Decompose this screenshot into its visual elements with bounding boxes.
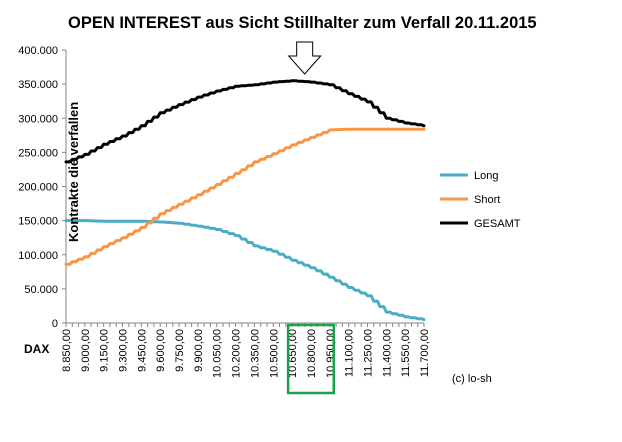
series-line-short [64, 127, 426, 266]
y-tick-label: 0 [52, 318, 58, 330]
x-tick-label: 11.100,00 [344, 329, 356, 377]
legend-label-gesamt: GESAMT [474, 218, 521, 230]
x-axis-label: DAX [24, 342, 49, 356]
x-tick-label: 9.450,00 [136, 329, 148, 372]
x-tick-label: 10.500,00 [268, 329, 280, 378]
x-tick-label: 10.350,00 [249, 329, 261, 378]
x-tick-label: 9.750,00 [174, 329, 186, 372]
x-tick-label: 10.800,00 [306, 329, 318, 378]
x-tick-label: 9.900,00 [193, 329, 205, 372]
x-tick-label: 9.000,00 [80, 329, 92, 372]
legend: Long Short GESAMT [440, 170, 521, 230]
x-tick-label: 10.200,00 [231, 329, 243, 378]
x-tick-label: 11.550,00 [400, 329, 412, 377]
y-tick-label: 350.000 [18, 79, 58, 91]
down-arrow-icon [287, 41, 322, 75]
x-tick-label: 8.850,00 [61, 329, 73, 372]
y-tick-label: 200.000 [18, 182, 58, 194]
x-axis: 8.850,00 9.000,00 9.150,00 9.300,00 9.450,00… [61, 322, 431, 378]
y-axis: 0 50.000 100.000 150.000 200.000 250.000 300.0… [18, 45, 67, 330]
x-tick-label: 9.600,00 [155, 329, 167, 372]
credit-text: (c) lo-sh [452, 373, 492, 385]
series-layer [64, 79, 426, 322]
x-tick-label: 10.050,00 [212, 329, 224, 378]
x-tick-label: 11.700,00 [419, 329, 431, 377]
y-tick-label: 400.000 [18, 45, 58, 57]
chart-title: OPEN INTEREST aus Sicht Stillhalter zum … [68, 14, 537, 32]
legend-label-short: Short [474, 194, 500, 206]
highlight-layer [286, 323, 336, 395]
y-axis-label: Kontrakte die verfallen [66, 102, 81, 242]
x-tick-label: 9.150,00 [99, 329, 111, 372]
series-line-long [64, 219, 426, 322]
series-line-gesamt [64, 79, 426, 164]
x-tick-label: 9.300,00 [118, 329, 130, 372]
y-tick-label: 100.000 [18, 250, 58, 262]
x-tick-label: 10.650,00 [287, 329, 299, 378]
y-tick-label: 250.000 [18, 147, 58, 159]
x-tick-label: 11.250,00 [362, 329, 374, 377]
y-tick-label: 300.000 [18, 113, 58, 125]
legend-label-long: Long [474, 170, 498, 182]
highlight-box [286, 323, 336, 395]
arrow-layer [287, 41, 322, 75]
y-tick-label: 150.000 [18, 216, 58, 228]
x-tick-label: 11.400,00 [381, 329, 393, 377]
y-tick-label: 50.000 [24, 284, 58, 296]
